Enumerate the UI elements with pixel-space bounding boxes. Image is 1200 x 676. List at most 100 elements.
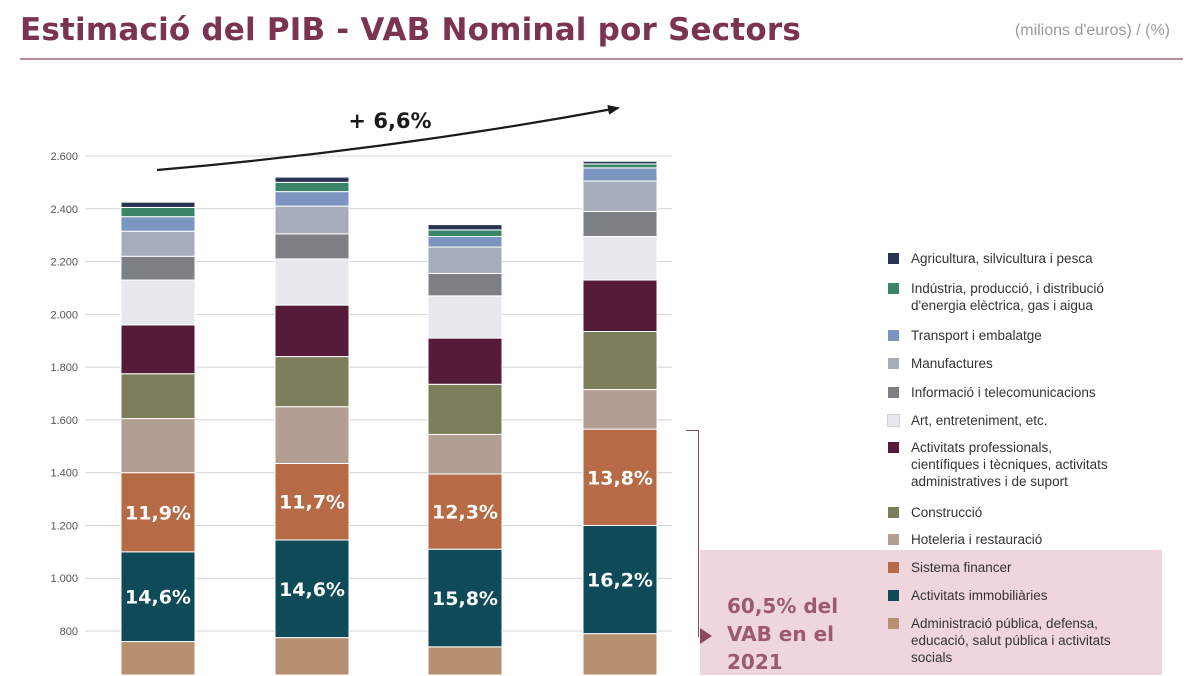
bar-segment xyxy=(274,462,350,541)
bar-segment xyxy=(120,279,196,326)
bar-segment xyxy=(274,304,350,358)
segment-share-label: 12,3% xyxy=(432,502,498,524)
y-tick-label: 2.000 xyxy=(50,309,78,321)
bar-segment xyxy=(582,235,658,281)
legend-label: Administració pública, defensa, educació… xyxy=(911,616,1111,665)
bar-segment xyxy=(427,337,503,385)
bar-segment xyxy=(120,230,196,257)
bar-segment xyxy=(120,216,196,232)
growth-label: + 6,6% xyxy=(348,109,431,133)
bar-segment xyxy=(274,637,350,675)
bar-segment xyxy=(582,167,658,182)
y-tick-label: 2.200 xyxy=(50,257,78,269)
legend-item: Indústria, producció, i distribució d'en… xyxy=(888,280,1104,314)
legend-label: Manufactures xyxy=(911,356,993,371)
share-callout: 60,5% del VAB en el 2021 xyxy=(727,594,839,674)
bar-segment xyxy=(427,295,503,339)
bar-segment xyxy=(582,633,658,675)
bar-segment xyxy=(582,389,658,430)
y-tick-label: 1.600 xyxy=(50,415,78,427)
bar-segment xyxy=(274,356,350,408)
legend-label: Indústria, producció, i distribució d'en… xyxy=(911,281,1104,313)
bar-segment xyxy=(582,428,658,526)
legend-swatch xyxy=(888,253,899,264)
legend-label: Art, entreteniment, etc. xyxy=(911,413,1048,428)
y-tick-label: 2.600 xyxy=(50,151,78,163)
segment-share-label: 14,6% xyxy=(125,587,191,609)
bar-segment xyxy=(582,210,658,237)
legend-item: Agricultura, silvicultura i pesca xyxy=(888,250,1093,267)
bar-segment xyxy=(427,473,503,550)
bar-segment xyxy=(120,551,196,643)
bar-segment xyxy=(582,163,658,169)
legend-label: Transport i embalatge xyxy=(911,328,1042,343)
legend-item: Activitats immobiliàries xyxy=(888,587,1048,604)
legend-label: Informació i telecomunicacions xyxy=(911,385,1096,400)
bar-segment xyxy=(120,255,196,281)
bar-segment xyxy=(274,233,350,260)
bar-segment xyxy=(120,201,196,208)
bar-segment xyxy=(427,224,503,231)
bar-segment xyxy=(427,272,503,297)
bar-segment xyxy=(274,205,350,235)
bar-segment xyxy=(274,181,350,193)
legend-item: Art, entreteniment, etc. xyxy=(887,412,1048,429)
bar-segment xyxy=(120,373,196,420)
legend-swatch xyxy=(888,590,899,601)
segment-share-label: 15,8% xyxy=(432,588,498,610)
bar-segment xyxy=(427,548,503,648)
legend-swatch xyxy=(888,387,899,398)
highlight-bracket xyxy=(686,430,699,637)
bar-segment xyxy=(582,330,658,391)
segment-share-label: 13,8% xyxy=(587,467,653,489)
legend-item: Transport i embalatge xyxy=(888,327,1042,344)
legend-item: Informació i telecomunicacions xyxy=(888,384,1096,401)
legend-label: Hoteleria i restauració xyxy=(911,532,1043,547)
bar-segment xyxy=(274,191,350,207)
y-tick-label: 800 xyxy=(60,626,78,638)
bar-segment xyxy=(427,383,503,435)
bar-segment xyxy=(120,324,196,375)
title-divider xyxy=(20,58,1183,60)
y-tick-label: 1.800 xyxy=(50,362,78,374)
bar-segment xyxy=(582,180,658,212)
highlight-box xyxy=(700,550,1162,675)
legend-label: Sistema financer xyxy=(911,560,1012,575)
bar-segment xyxy=(120,472,196,553)
legend-swatch xyxy=(888,283,899,294)
bar-segment xyxy=(274,539,350,639)
bar-segment xyxy=(427,433,503,475)
legend-item: Hoteleria i restauració xyxy=(888,531,1042,548)
legend-swatch xyxy=(888,562,899,573)
bar-segment xyxy=(120,206,196,218)
bar-segment xyxy=(274,406,350,464)
bar-segment xyxy=(427,646,503,675)
segment-share-label: 16,2% xyxy=(587,570,653,592)
bar-segment xyxy=(427,235,503,248)
legend-swatch xyxy=(888,507,899,518)
bar-segment xyxy=(427,246,503,274)
legend-item: Sistema financer xyxy=(888,559,1012,576)
bar-segment xyxy=(582,279,658,332)
legend-item: Construcció xyxy=(888,504,982,521)
legend-label: Activitats professionals, científiques i… xyxy=(911,440,1108,489)
y-tick-label: 1.000 xyxy=(50,573,78,585)
bar-segment xyxy=(120,641,196,675)
bar-segment xyxy=(582,524,658,635)
bar-segment xyxy=(274,258,350,306)
bar-segment xyxy=(427,229,503,237)
y-tick-label: 1.200 xyxy=(50,520,78,532)
legend-item: Activitats professionals, científiques i… xyxy=(888,439,1108,490)
y-tick-label: 1.400 xyxy=(50,468,78,480)
legend-swatch xyxy=(888,330,899,341)
y-tick-label: 2.400 xyxy=(50,204,78,216)
segment-share-label: 11,7% xyxy=(279,492,345,514)
legend-swatch xyxy=(888,358,899,369)
legend-swatch xyxy=(888,618,899,629)
page-title: Estimació del PIB - VAB Nominal por Sect… xyxy=(20,12,801,48)
legend-label: Agricultura, silvicultura i pesca xyxy=(911,251,1093,266)
legend-label: Activitats immobiliàries xyxy=(911,588,1048,603)
legend-swatch xyxy=(887,414,900,427)
legend-item: Manufactures xyxy=(888,355,993,372)
